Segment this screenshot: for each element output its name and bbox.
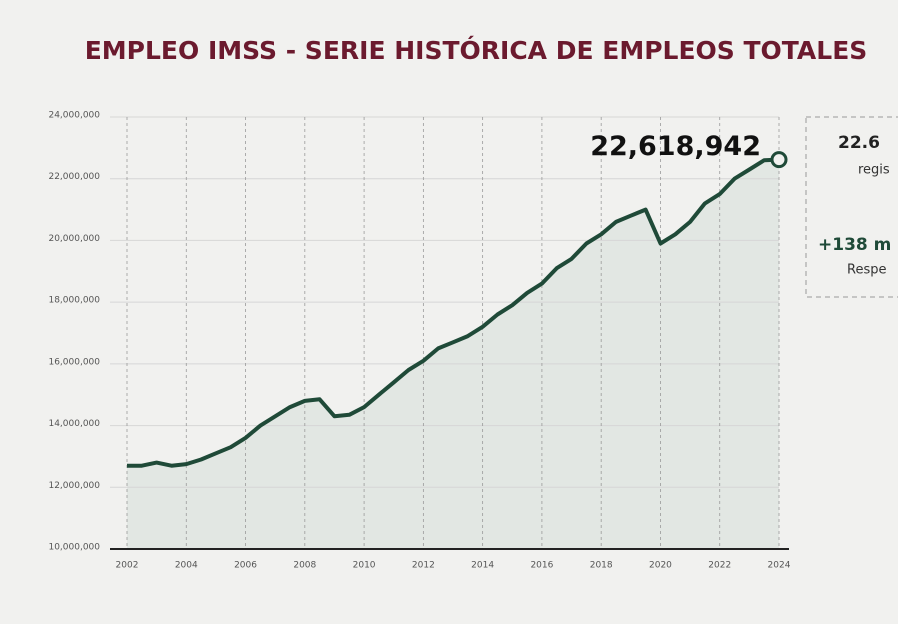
- x-tick-label: 2020: [649, 561, 672, 571]
- x-tick-label: 2004: [175, 561, 198, 571]
- x-tick-label: 2006: [234, 561, 257, 571]
- y-tick-label: 14,000,000: [48, 419, 100, 429]
- x-tick-label: 2022: [708, 561, 731, 571]
- chart-title: EMPLEO IMSS - SERIE HISTÓRICA DE EMPLEOS…: [85, 35, 868, 65]
- y-tick-label: 10,000,000: [48, 543, 100, 553]
- x-tick-label: 2008: [293, 561, 316, 571]
- y-tick-label: 16,000,000: [48, 357, 100, 367]
- x-tick-label: 2018: [590, 561, 613, 571]
- panel-text: Respe: [847, 263, 886, 278]
- info-panel: [805, 116, 898, 298]
- area: [127, 159, 779, 549]
- x-tick-label: 2010: [353, 561, 376, 571]
- panel-text: 22.6: [838, 133, 880, 153]
- y-tick-label: 22,000,000: [48, 172, 100, 182]
- panel-text: +138 m: [818, 235, 891, 255]
- y-tick-label: 20,000,000: [48, 234, 100, 244]
- series-line: [127, 157, 780, 468]
- x-tick-label: 2002: [116, 561, 139, 571]
- y-tick-label: 24,000,000: [48, 111, 100, 121]
- x-tick-label: 2024: [768, 561, 791, 571]
- x-tick-label: 2014: [471, 561, 494, 571]
- annotation: 22,618,942: [590, 131, 761, 162]
- y-tick-label: 12,000,000: [48, 481, 100, 491]
- x-tick-label: 2012: [412, 561, 435, 571]
- end-marker: [770, 151, 788, 169]
- y-tick-label: 18,000,000: [48, 296, 100, 306]
- x-tick-label: 2016: [530, 561, 553, 571]
- panel-text: regis: [858, 163, 890, 178]
